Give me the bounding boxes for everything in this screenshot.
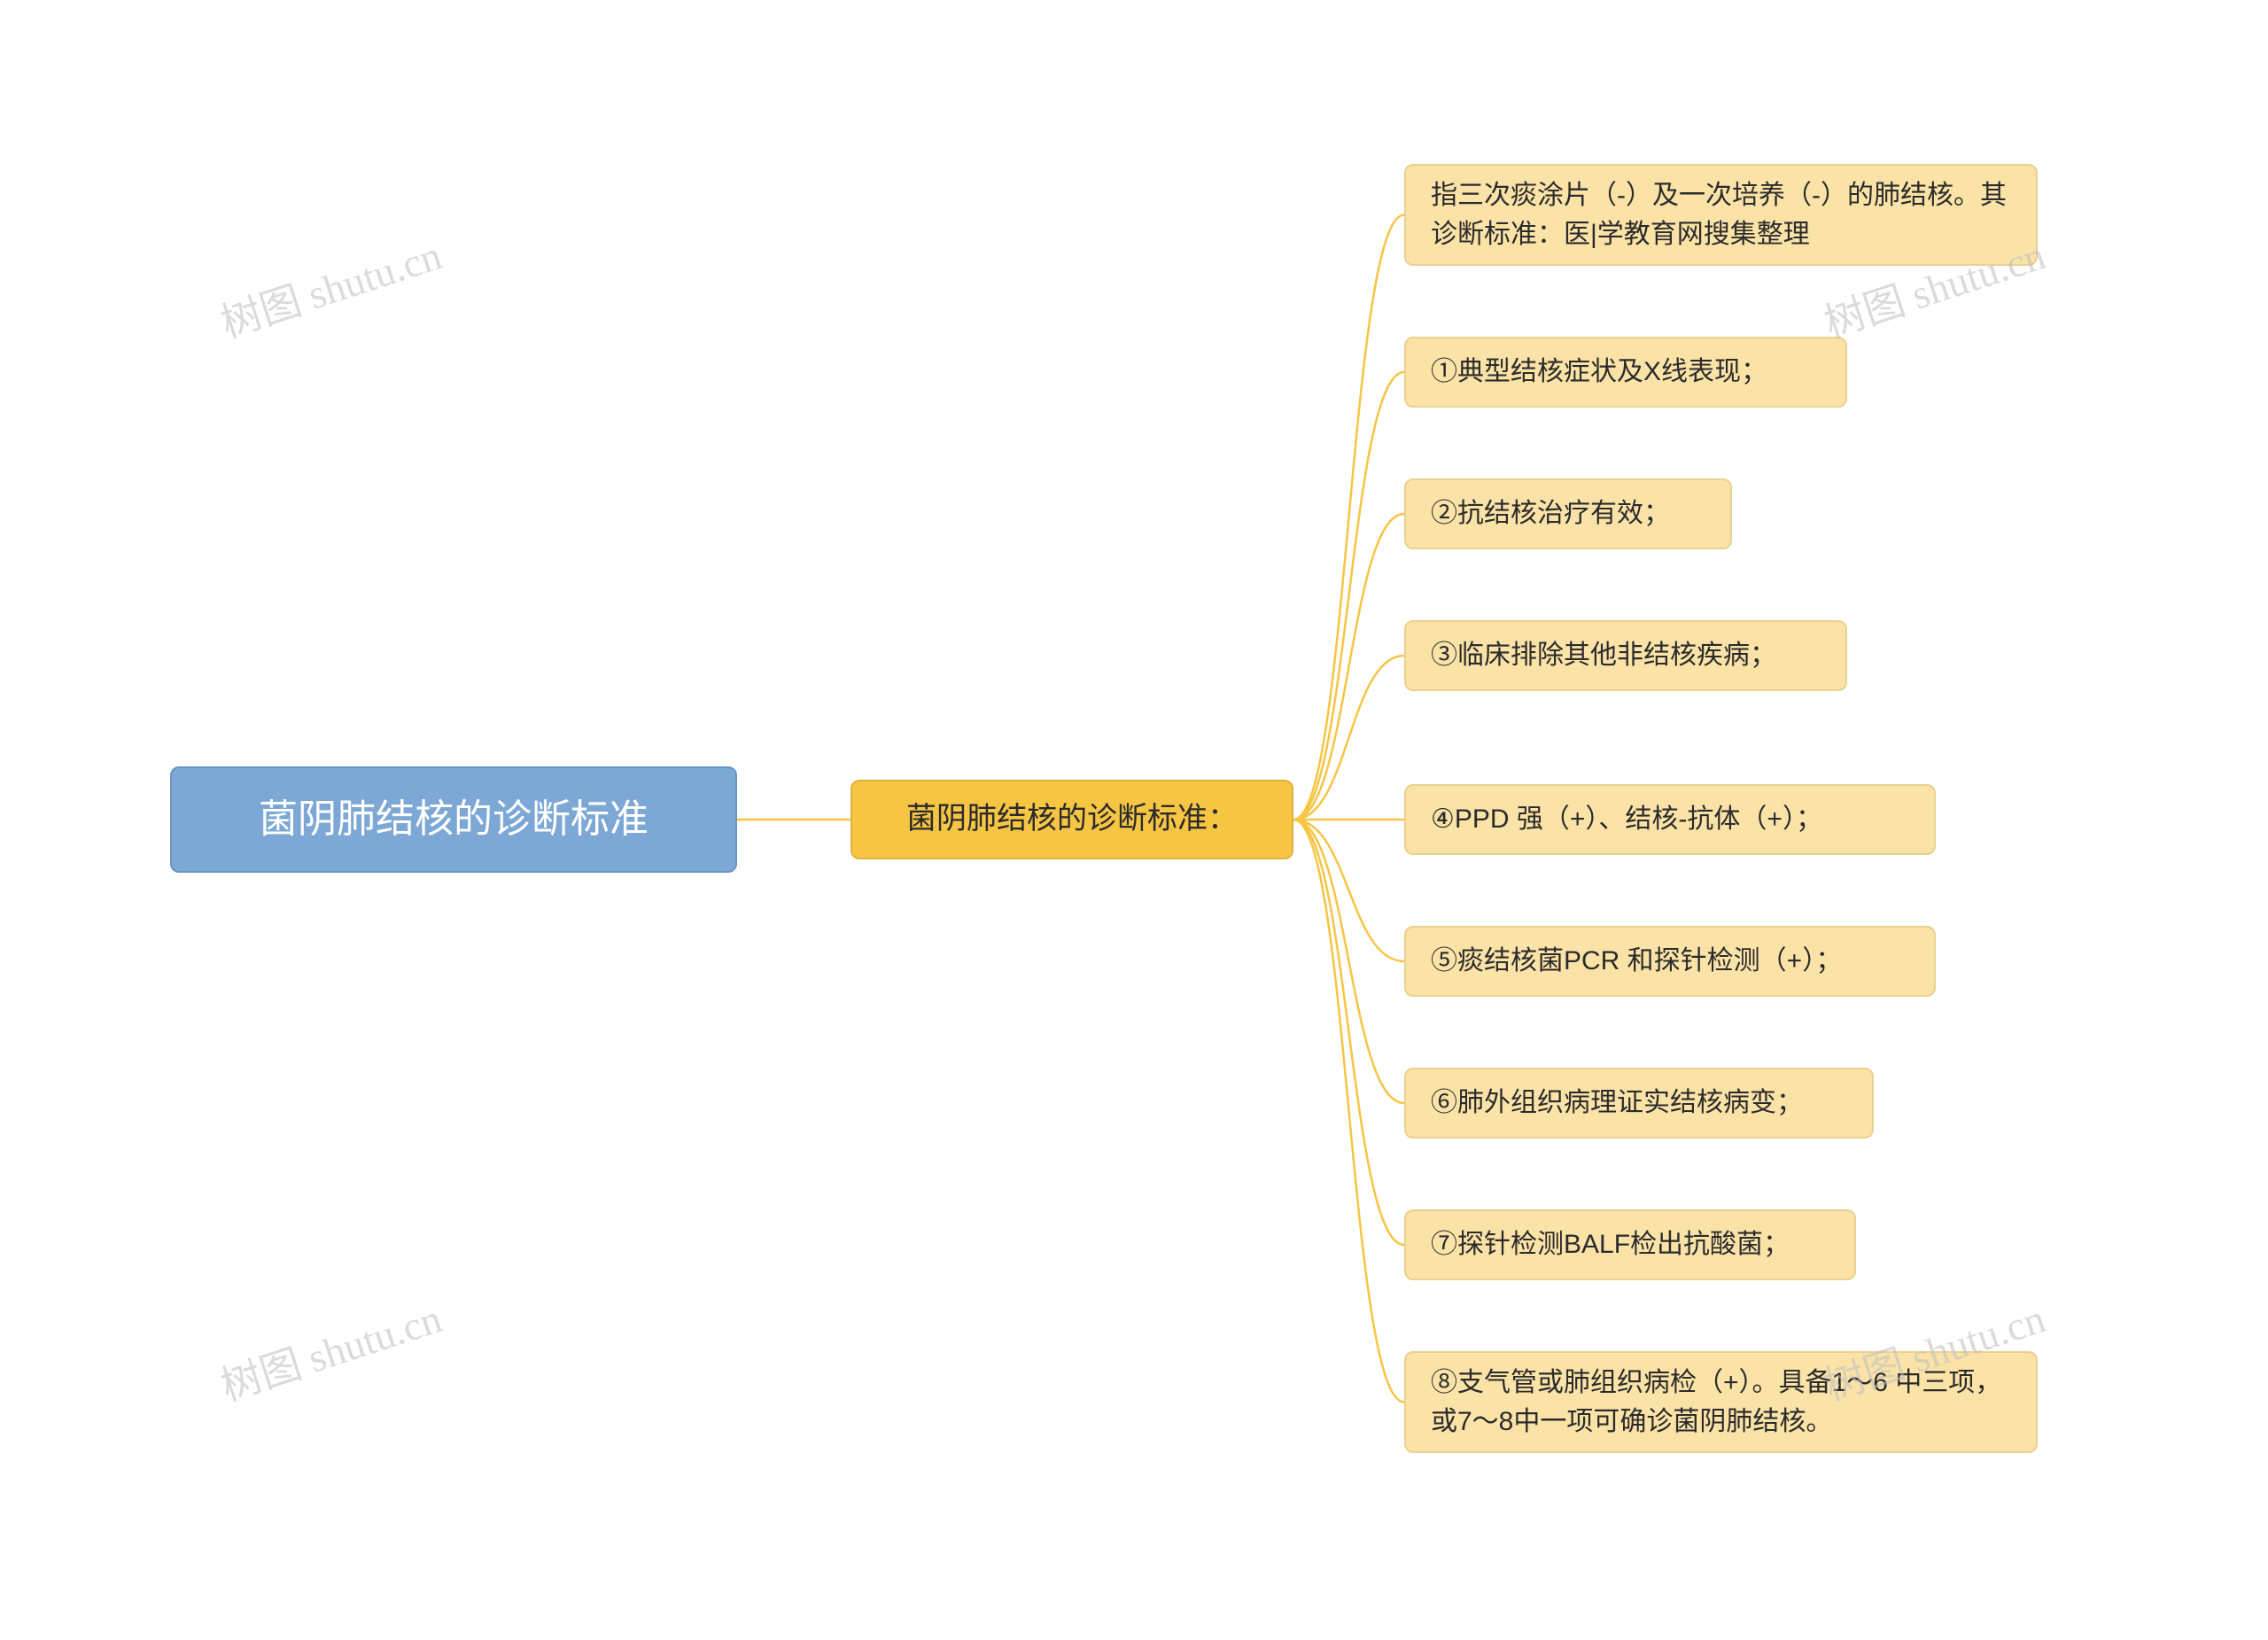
leaf-label: ③临床排除其他非结核疾病；: [1431, 636, 1776, 675]
leaf-label: ⑧支气管或肺组织病检（+）。具备1～6 中三项，或7～8中一项可确诊菌阴肺结核。: [1431, 1364, 2011, 1441]
leaf-node-1[interactable]: ①典型结核症状及X线表现；: [1404, 337, 1847, 408]
leaf-label: ④PPD 强（+）、结核-抗体（+）；: [1431, 800, 1822, 839]
leaf-label: ⑥肺外组织病理证实结核病变；: [1431, 1084, 1803, 1123]
leaf-node-3[interactable]: ③临床排除其他非结核疾病；: [1404, 620, 1847, 691]
mid-label: 菌阴肺结核的诊断标准：: [906, 797, 1238, 841]
leaf-node-2[interactable]: ②抗结核治疗有效；: [1404, 478, 1732, 549]
leaf-label: ①典型结核症状及X线表现；: [1431, 353, 1767, 392]
connector: [1293, 215, 1404, 820]
leaf-node-7[interactable]: ⑦探针检测BALF检出抗酸菌；: [1404, 1209, 1856, 1280]
leaf-label: 指三次痰涂片（-）及一次培养（-）的肺结核。其诊断标准：医|学教育网搜集整理: [1431, 176, 2011, 253]
leaf-node-8[interactable]: ⑧支气管或肺组织病检（+）。具备1～6 中三项，或7～8中一项可确诊菌阴肺结核。: [1404, 1351, 2038, 1453]
root-node[interactable]: 菌阴肺结核的诊断标准: [170, 766, 737, 873]
connector: [1293, 372, 1404, 820]
root-label: 菌阴肺结核的诊断标准: [259, 791, 649, 848]
connector: [1293, 514, 1404, 820]
watermark: 树图 shutu.cn: [213, 223, 448, 350]
leaf-label: ⑤痰结核菌PCR 和探针检测（+）；: [1431, 942, 1842, 981]
mid-node[interactable]: 菌阴肺结核的诊断标准：: [850, 780, 1293, 859]
leaf-label: ②抗结核治疗有效；: [1431, 494, 1670, 533]
connector: [1293, 820, 1404, 1245]
watermark: 树图 shutu.cn: [213, 1286, 448, 1413]
connector: [1293, 820, 1404, 1103]
connector: [1293, 820, 1404, 961]
leaf-node-6[interactable]: ⑥肺外组织病理证实结核病变；: [1404, 1068, 1874, 1139]
leaf-label: ⑦探针检测BALF检出抗酸菌；: [1431, 1225, 1790, 1264]
leaf-node-4[interactable]: ④PPD 强（+）、结核-抗体（+）；: [1404, 784, 1936, 855]
connector: [1293, 656, 1404, 820]
leaf-node-0[interactable]: 指三次痰涂片（-）及一次培养（-）的肺结核。其诊断标准：医|学教育网搜集整理: [1404, 164, 2038, 266]
leaf-node-5[interactable]: ⑤痰结核菌PCR 和探针检测（+）；: [1404, 926, 1936, 997]
connector: [1293, 820, 1404, 1403]
